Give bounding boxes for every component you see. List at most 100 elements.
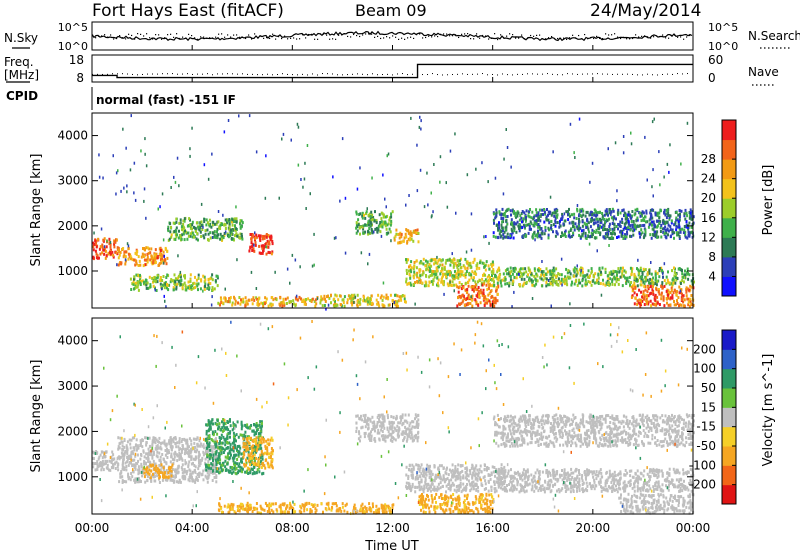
data-cell <box>206 480 209 484</box>
noise-cell <box>143 199 145 203</box>
data-cell <box>423 284 426 288</box>
data-cell <box>575 274 578 278</box>
nave-right-tick-top: 60 <box>708 53 723 67</box>
data-cell <box>224 455 227 459</box>
data-cell <box>615 280 618 284</box>
data-cell <box>593 281 596 285</box>
nave-point <box>632 73 633 75</box>
data-cell <box>617 282 620 286</box>
data-cell <box>614 277 617 281</box>
data-cell <box>474 286 477 290</box>
data-cell <box>586 273 589 277</box>
noise-search-point <box>233 34 235 36</box>
noise-cell <box>103 245 106 249</box>
data-cell <box>497 223 500 227</box>
data-cell <box>506 222 509 226</box>
noise-search-point <box>536 34 538 36</box>
data-cell <box>643 284 646 288</box>
data-cell <box>201 456 204 460</box>
data-cell <box>205 463 207 467</box>
data-cell <box>558 273 561 277</box>
data-cell <box>481 293 484 297</box>
data-cell <box>535 219 538 222</box>
data-cell <box>118 253 121 257</box>
data-cell <box>165 286 168 290</box>
noise-cell <box>124 258 127 262</box>
data-cell <box>517 211 520 215</box>
data-cell <box>549 277 552 281</box>
data-cell <box>608 222 611 226</box>
data-cell <box>188 217 191 221</box>
data-cell <box>188 468 191 472</box>
data-cell <box>218 452 221 456</box>
noise-search-point <box>566 38 568 41</box>
data-cell <box>119 251 122 254</box>
data-cell <box>535 208 538 212</box>
data-cell <box>250 424 253 427</box>
data-cell <box>651 302 654 306</box>
noise-search-point <box>554 38 556 40</box>
nave-point <box>452 74 453 76</box>
data-cell <box>471 304 474 308</box>
data-cell <box>153 439 156 443</box>
data-cell <box>656 224 659 228</box>
data-cell <box>202 234 205 238</box>
data-cell <box>127 252 130 256</box>
noise-search-point <box>629 38 631 40</box>
data-cell <box>535 272 538 276</box>
noise-cell <box>109 241 112 244</box>
data-cell <box>241 467 244 471</box>
nave-point <box>282 73 283 75</box>
data-cell <box>218 422 221 426</box>
data-cell <box>241 237 244 241</box>
data-cell <box>465 303 468 307</box>
data-cell <box>660 291 663 295</box>
data-cell <box>215 480 218 484</box>
data-cell <box>581 220 584 224</box>
data-cell <box>448 258 451 262</box>
data-cell <box>385 232 388 236</box>
data-cell <box>568 276 570 280</box>
data-cell <box>144 436 147 440</box>
data-cell <box>625 220 628 224</box>
data-cell <box>414 229 417 233</box>
data-cell <box>455 283 458 287</box>
data-cell <box>136 250 139 253</box>
data-cell <box>497 277 500 281</box>
data-cell <box>518 268 521 272</box>
data-cell <box>396 300 399 304</box>
data-cell <box>467 295 470 299</box>
data-cell <box>159 464 162 468</box>
data-cell <box>440 270 443 273</box>
data-cell <box>330 301 332 305</box>
noise-search-point <box>188 33 190 35</box>
data-cell <box>592 273 595 277</box>
data-cell <box>177 236 180 240</box>
data-cell <box>583 274 586 278</box>
data-cell <box>611 222 614 225</box>
data-cell <box>590 270 593 273</box>
data-cell <box>131 436 134 440</box>
data-cell <box>581 224 584 228</box>
data-cell <box>240 219 243 223</box>
nave-point <box>152 73 153 75</box>
data-cell <box>413 230 416 234</box>
data-cell <box>101 251 104 255</box>
data-cell <box>187 463 190 467</box>
data-cell <box>690 294 693 297</box>
data-cell <box>370 218 373 222</box>
data-cell <box>176 278 179 281</box>
data-cell <box>117 447 120 451</box>
data-cell <box>501 226 504 230</box>
data-cell <box>174 470 177 474</box>
data-cell <box>581 270 584 274</box>
data-cell <box>603 217 606 221</box>
data-cell <box>260 251 262 255</box>
data-cell <box>501 278 504 282</box>
data-cell <box>602 226 605 230</box>
data-cell <box>650 272 653 276</box>
data-cell <box>282 297 285 301</box>
data-cell <box>174 450 177 454</box>
data-cell <box>601 214 604 218</box>
data-cell <box>436 283 438 287</box>
